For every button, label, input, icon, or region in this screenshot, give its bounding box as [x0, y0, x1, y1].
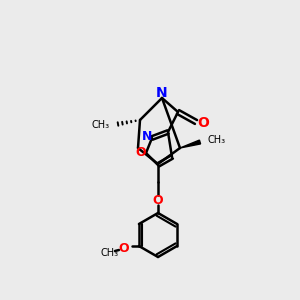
Text: N: N [142, 130, 152, 142]
Text: O: O [197, 116, 209, 130]
Text: O: O [118, 242, 129, 254]
Text: O: O [153, 194, 163, 206]
Text: N: N [156, 86, 168, 100]
Text: CH₃: CH₃ [92, 120, 110, 130]
Text: O: O [136, 146, 146, 160]
Text: CH₃: CH₃ [101, 248, 119, 258]
Polygon shape [180, 140, 201, 148]
Text: CH₃: CH₃ [208, 135, 226, 145]
